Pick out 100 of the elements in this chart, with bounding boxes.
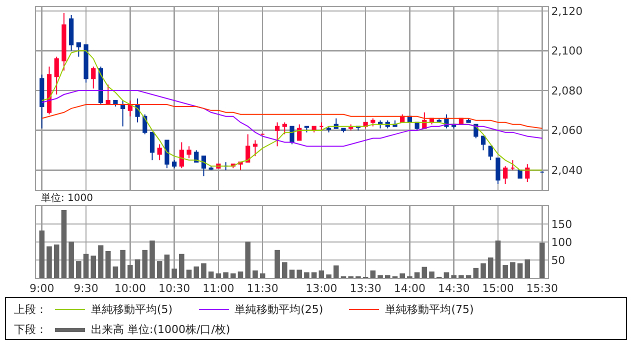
bar bbox=[156, 261, 162, 278]
bar bbox=[238, 272, 244, 278]
bar bbox=[216, 273, 222, 278]
x-tick-label: 9:30 bbox=[74, 282, 98, 296]
bar bbox=[311, 272, 317, 278]
candlestick bbox=[496, 158, 500, 185]
bar bbox=[76, 261, 82, 278]
candlestick bbox=[370, 118, 376, 127]
bar bbox=[46, 246, 52, 278]
bar bbox=[112, 266, 118, 278]
y-tick-label: 50 bbox=[551, 254, 566, 267]
candlestick bbox=[488, 146, 493, 161]
bar bbox=[164, 254, 170, 278]
line-series bbox=[41, 104, 543, 129]
candlestick bbox=[466, 118, 471, 123]
bar bbox=[134, 259, 140, 278]
candlestick bbox=[62, 12, 66, 72]
bar bbox=[260, 273, 266, 278]
candlestick bbox=[54, 56, 59, 96]
candlestick bbox=[503, 166, 508, 185]
candlestick bbox=[319, 122, 324, 131]
candlestick bbox=[157, 144, 162, 161]
candlestick bbox=[179, 142, 184, 169]
candlestick bbox=[201, 156, 206, 177]
candlestick bbox=[76, 42, 81, 58]
bar bbox=[414, 272, 420, 278]
candlestick bbox=[246, 134, 250, 163]
bar bbox=[304, 272, 310, 278]
bar bbox=[451, 275, 456, 278]
y-tick-label: 2,060 bbox=[551, 124, 583, 138]
bar bbox=[90, 256, 96, 278]
bar bbox=[252, 270, 258, 278]
candlestick bbox=[326, 126, 332, 133]
x-tick-label: 14:30 bbox=[438, 282, 470, 296]
bar bbox=[223, 272, 228, 278]
line-series bbox=[41, 90, 543, 147]
bar bbox=[458, 275, 464, 278]
candlestick bbox=[525, 164, 530, 183]
candlestick bbox=[510, 160, 515, 171]
bar bbox=[510, 262, 516, 278]
candlestick bbox=[120, 100, 126, 127]
x-tick-label: 11:30 bbox=[246, 282, 278, 296]
candlestick bbox=[186, 146, 192, 159]
legend-label: 単純移動平均(75) bbox=[385, 302, 474, 317]
x-tick-label: 11:00 bbox=[202, 282, 234, 296]
bar bbox=[444, 272, 450, 278]
bar bbox=[245, 242, 251, 278]
candlestick bbox=[128, 100, 132, 117]
candlestick bbox=[46, 66, 52, 115]
y-tick-label: 2,120 bbox=[551, 4, 583, 18]
bar bbox=[179, 254, 184, 278]
candlestick bbox=[91, 66, 96, 90]
legend-title: 下段： bbox=[14, 322, 47, 337]
bar bbox=[422, 266, 428, 278]
bar bbox=[333, 265, 339, 278]
bar bbox=[39, 230, 45, 278]
line-series bbox=[41, 50, 543, 171]
candlestick bbox=[518, 170, 522, 179]
candlestick bbox=[290, 126, 294, 145]
bar bbox=[539, 242, 545, 278]
candlestick bbox=[274, 122, 280, 147]
legend-label: 単純移動平均(5) bbox=[91, 302, 173, 317]
bar bbox=[98, 245, 104, 278]
x-tick-label: 9:00 bbox=[30, 282, 54, 296]
bar bbox=[83, 254, 89, 278]
bar bbox=[282, 262, 288, 278]
candlestick bbox=[282, 122, 287, 135]
x-tick-label: 15:00 bbox=[482, 282, 514, 296]
bar bbox=[105, 251, 111, 278]
x-tick-label: 10:00 bbox=[114, 282, 146, 296]
text: 単位: 1000 bbox=[41, 192, 93, 204]
y-tick-label: 2,080 bbox=[551, 84, 583, 98]
candlestick bbox=[40, 74, 44, 129]
bar bbox=[466, 275, 472, 278]
bar bbox=[142, 250, 148, 278]
x-tick-label: 10:30 bbox=[158, 282, 190, 296]
candlestick bbox=[84, 44, 88, 84]
bar bbox=[230, 273, 236, 278]
candlestick bbox=[297, 124, 302, 141]
bar bbox=[517, 263, 523, 278]
bar bbox=[495, 240, 501, 278]
candlestick bbox=[208, 166, 214, 171]
candlestick bbox=[480, 136, 486, 151]
bar bbox=[128, 265, 133, 278]
bar bbox=[318, 270, 324, 278]
y-tick-label: 2,100 bbox=[551, 44, 583, 58]
bar bbox=[274, 250, 280, 278]
bar bbox=[488, 257, 494, 278]
candlestick bbox=[252, 140, 258, 157]
bar bbox=[289, 270, 295, 278]
bar bbox=[524, 259, 530, 278]
x-tick-label: 13:00 bbox=[306, 282, 338, 296]
bar bbox=[429, 272, 434, 278]
bar bbox=[68, 242, 74, 278]
x-tick-label: 14:00 bbox=[394, 282, 426, 296]
legend-label: 出来高 単位:(1000株/口/枚) bbox=[91, 322, 230, 337]
bar bbox=[54, 244, 60, 278]
bar bbox=[186, 270, 192, 278]
legend-title: 上段： bbox=[14, 302, 47, 317]
bar bbox=[61, 210, 67, 278]
